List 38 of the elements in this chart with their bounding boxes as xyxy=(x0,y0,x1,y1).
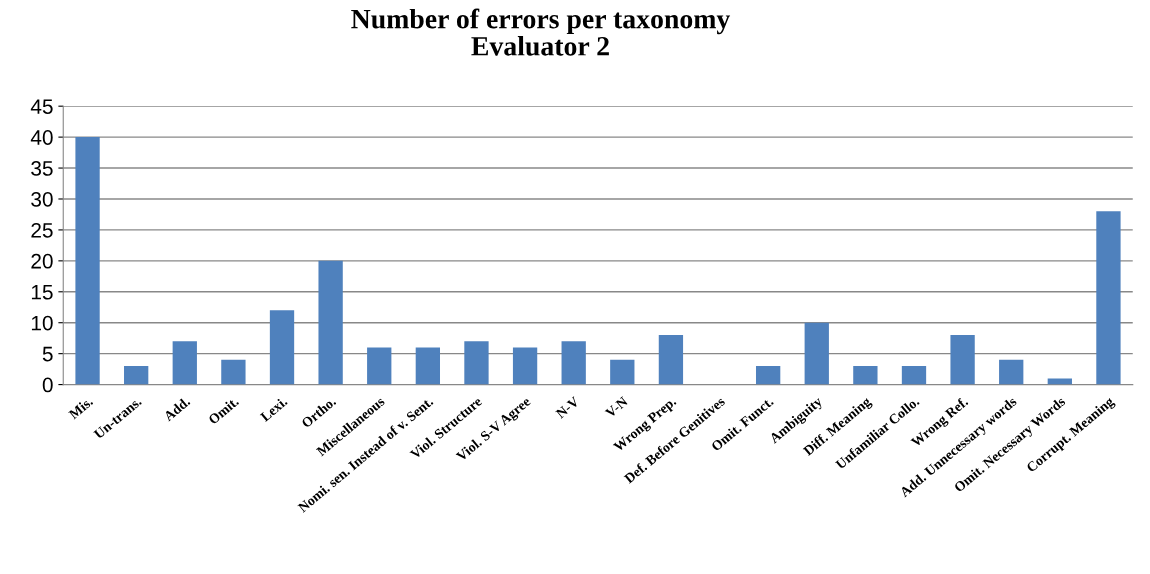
bar xyxy=(464,341,489,385)
y-tick-label: 10 xyxy=(31,315,53,331)
x-tick-label: Add. xyxy=(162,396,191,422)
bar xyxy=(901,366,927,385)
y-tick-label: 5 xyxy=(42,346,53,362)
bar xyxy=(221,359,246,385)
x-tick-label: N-V xyxy=(555,396,580,419)
y-tick-label: 30 xyxy=(31,191,53,207)
bar xyxy=(512,347,538,385)
y-tick-label: 0 xyxy=(42,377,53,393)
bar xyxy=(415,347,441,385)
y-tick-label: 35 xyxy=(31,161,53,176)
bar xyxy=(999,359,1024,385)
bar xyxy=(172,341,197,385)
bar xyxy=(318,260,343,385)
y-tick-label: 20 xyxy=(31,253,53,269)
x-tick-label: Omit. xyxy=(207,396,240,425)
bar xyxy=(367,347,392,385)
bar xyxy=(269,310,295,385)
x-tick-label: Mis. xyxy=(67,396,94,420)
bar xyxy=(658,335,684,385)
bar xyxy=(610,359,635,385)
bar xyxy=(1096,211,1121,385)
bar xyxy=(755,366,781,385)
bar xyxy=(950,335,975,385)
chart-title: Number of errors per taxonomy Evaluator 2 xyxy=(351,8,731,56)
bar xyxy=(124,366,149,385)
bar xyxy=(804,322,829,385)
y-tick-label: 45 xyxy=(30,99,53,114)
bar xyxy=(561,341,586,385)
x-tick-label: V-N xyxy=(604,396,629,419)
y-tick-label: 25 xyxy=(31,222,53,238)
bar xyxy=(1047,378,1072,385)
x-tick-label: Lexi. xyxy=(259,396,288,423)
bar xyxy=(853,366,878,385)
bar xyxy=(75,137,100,385)
y-tick-label: 15 xyxy=(31,285,53,300)
y-tick-label: 40 xyxy=(30,130,53,145)
